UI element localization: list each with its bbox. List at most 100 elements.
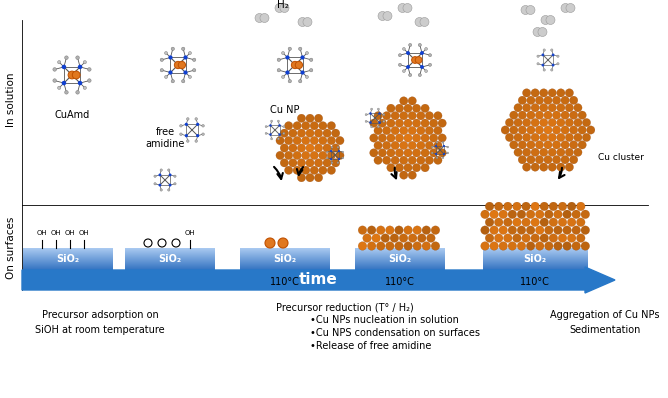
Circle shape <box>315 129 323 137</box>
Circle shape <box>408 156 416 164</box>
Circle shape <box>544 156 552 164</box>
Circle shape <box>412 134 421 142</box>
Circle shape <box>415 18 424 27</box>
Circle shape <box>425 70 428 72</box>
Circle shape <box>557 62 559 65</box>
Bar <box>125 269 215 270</box>
Circle shape <box>550 69 553 71</box>
Circle shape <box>430 119 438 127</box>
Circle shape <box>412 149 421 157</box>
Bar <box>125 267 215 268</box>
Circle shape <box>447 152 449 154</box>
Circle shape <box>521 6 530 14</box>
Text: Precursor reduction (T° / H₂): Precursor reduction (T° / H₂) <box>276 302 414 312</box>
FancyArrow shape <box>22 267 615 293</box>
Bar <box>240 251 330 252</box>
Bar <box>23 264 113 265</box>
Circle shape <box>587 126 595 134</box>
Circle shape <box>514 148 522 156</box>
Circle shape <box>517 226 526 234</box>
Text: 110°C: 110°C <box>270 277 300 287</box>
Circle shape <box>374 127 382 135</box>
Circle shape <box>435 145 437 147</box>
Circle shape <box>506 133 514 142</box>
Circle shape <box>561 111 569 119</box>
Bar <box>240 261 330 262</box>
Circle shape <box>412 164 421 172</box>
Bar <box>125 260 215 261</box>
Circle shape <box>319 121 327 130</box>
Bar <box>355 252 445 253</box>
Bar <box>23 266 113 267</box>
Circle shape <box>285 70 289 74</box>
Bar <box>355 253 445 254</box>
Circle shape <box>535 242 544 250</box>
Circle shape <box>285 151 293 160</box>
Circle shape <box>160 169 162 171</box>
Circle shape <box>315 159 323 167</box>
Circle shape <box>310 151 319 160</box>
Circle shape <box>549 234 558 242</box>
Circle shape <box>415 57 422 63</box>
Circle shape <box>391 111 399 120</box>
Circle shape <box>578 141 587 149</box>
Bar <box>355 249 445 250</box>
Circle shape <box>548 103 556 112</box>
Circle shape <box>540 89 548 97</box>
Circle shape <box>144 239 152 247</box>
Circle shape <box>369 134 378 142</box>
Circle shape <box>260 14 269 23</box>
Circle shape <box>552 53 554 57</box>
Circle shape <box>305 75 309 78</box>
Circle shape <box>422 242 431 250</box>
Circle shape <box>365 120 367 123</box>
Circle shape <box>535 111 544 119</box>
Circle shape <box>540 148 548 156</box>
Circle shape <box>338 158 340 160</box>
Bar <box>482 259 587 260</box>
Circle shape <box>399 111 408 120</box>
Circle shape <box>494 234 503 242</box>
Circle shape <box>567 218 576 226</box>
Circle shape <box>378 12 387 21</box>
Circle shape <box>342 151 343 153</box>
Circle shape <box>544 141 552 149</box>
Circle shape <box>514 133 522 142</box>
Circle shape <box>565 148 574 156</box>
Circle shape <box>426 156 434 164</box>
Bar <box>23 254 113 255</box>
Circle shape <box>327 157 328 159</box>
Bar <box>482 258 587 259</box>
Circle shape <box>331 129 340 137</box>
Bar <box>125 265 215 266</box>
Circle shape <box>174 61 182 68</box>
Bar <box>125 262 215 263</box>
Circle shape <box>485 218 494 226</box>
Circle shape <box>285 55 289 60</box>
Circle shape <box>61 81 66 85</box>
Circle shape <box>399 97 408 105</box>
Circle shape <box>481 210 490 219</box>
Circle shape <box>538 27 547 37</box>
Circle shape <box>430 149 438 157</box>
Circle shape <box>508 226 516 234</box>
Circle shape <box>572 226 580 234</box>
Circle shape <box>556 89 565 97</box>
Circle shape <box>522 202 530 211</box>
Circle shape <box>399 234 408 242</box>
Circle shape <box>288 47 291 51</box>
Circle shape <box>550 49 553 51</box>
Circle shape <box>512 218 521 226</box>
Bar <box>240 256 330 257</box>
Circle shape <box>306 174 314 182</box>
Circle shape <box>494 218 503 226</box>
Circle shape <box>160 58 164 61</box>
Circle shape <box>425 47 428 50</box>
Circle shape <box>526 210 535 219</box>
Circle shape <box>298 18 307 27</box>
Circle shape <box>399 141 408 150</box>
Circle shape <box>540 119 548 127</box>
Circle shape <box>522 103 531 112</box>
Circle shape <box>535 226 544 234</box>
Circle shape <box>556 119 565 127</box>
